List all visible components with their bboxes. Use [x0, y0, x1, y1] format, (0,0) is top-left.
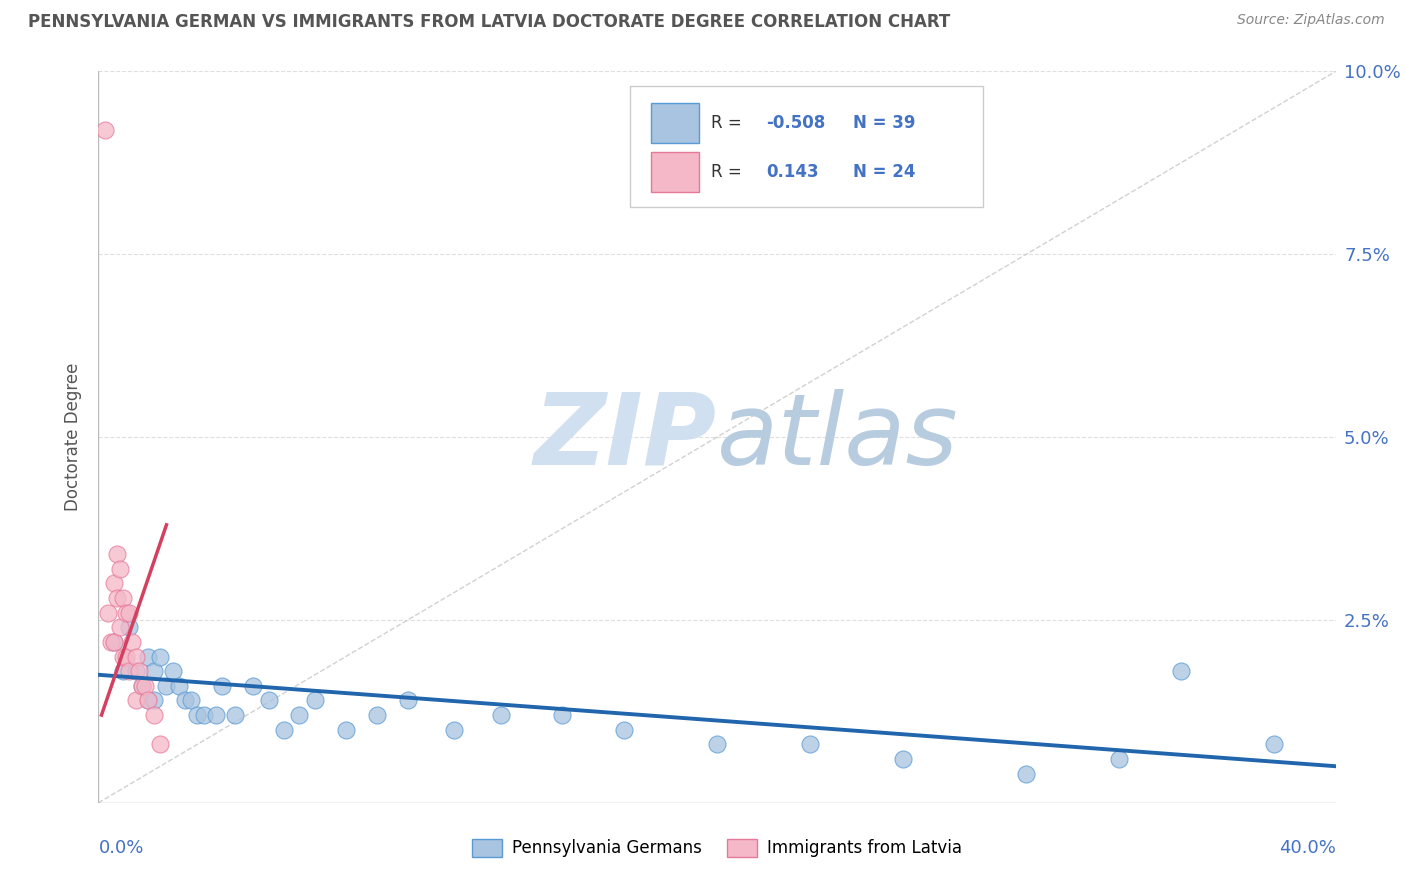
Point	[304, 693, 326, 707]
Point	[149, 649, 172, 664]
Point	[103, 635, 125, 649]
Point	[115, 606, 138, 620]
Point	[103, 576, 125, 591]
Point	[186, 708, 208, 723]
Point	[124, 693, 146, 707]
Point	[1108, 752, 1130, 766]
Point	[115, 649, 138, 664]
Point	[103, 635, 125, 649]
Point	[551, 708, 574, 723]
Point	[108, 620, 131, 634]
FancyBboxPatch shape	[630, 86, 983, 207]
Point	[97, 606, 120, 620]
Point	[443, 723, 465, 737]
Point	[100, 635, 122, 649]
Point	[489, 708, 512, 723]
Point	[396, 693, 419, 707]
Legend: Pennsylvania Germans, Immigrants from Latvia: Pennsylvania Germans, Immigrants from La…	[465, 832, 969, 864]
Point	[143, 708, 166, 723]
Point	[118, 664, 141, 678]
Point	[155, 679, 177, 693]
Text: -0.508: -0.508	[766, 114, 825, 132]
Point	[105, 547, 128, 561]
Point	[891, 752, 914, 766]
Point	[1015, 766, 1038, 780]
Point	[112, 664, 135, 678]
Point	[174, 693, 197, 707]
Point	[108, 562, 131, 576]
Point	[211, 679, 233, 693]
Point	[124, 664, 146, 678]
Text: 40.0%: 40.0%	[1279, 839, 1336, 857]
Text: Source: ZipAtlas.com: Source: ZipAtlas.com	[1237, 13, 1385, 28]
Text: PENNSYLVANIA GERMAN VS IMMIGRANTS FROM LATVIA DOCTORATE DEGREE CORRELATION CHART: PENNSYLVANIA GERMAN VS IMMIGRANTS FROM L…	[28, 13, 950, 31]
Point	[136, 649, 159, 664]
Point	[105, 591, 128, 605]
Point	[162, 664, 184, 678]
Point	[288, 708, 311, 723]
Point	[149, 737, 172, 751]
Point	[167, 679, 190, 693]
Point	[93, 123, 115, 137]
FancyBboxPatch shape	[651, 103, 699, 143]
Point	[136, 693, 159, 707]
Point	[121, 635, 143, 649]
Point	[273, 723, 295, 737]
Point	[205, 708, 228, 723]
Point	[1263, 737, 1285, 751]
Point	[128, 664, 150, 678]
Point	[799, 737, 821, 751]
Text: N = 39: N = 39	[853, 114, 915, 132]
Point	[193, 708, 215, 723]
Point	[257, 693, 280, 707]
Point	[124, 649, 146, 664]
Point	[1170, 664, 1192, 678]
Point	[335, 723, 357, 737]
Text: R =: R =	[711, 163, 747, 181]
Point	[613, 723, 636, 737]
Point	[366, 708, 388, 723]
Y-axis label: Doctorate Degree: Doctorate Degree	[65, 363, 83, 511]
Point	[134, 679, 156, 693]
Text: 0.0%: 0.0%	[98, 839, 143, 857]
Text: 0.143: 0.143	[766, 163, 820, 181]
Point	[118, 620, 141, 634]
Text: N = 24: N = 24	[853, 163, 915, 181]
Point	[143, 664, 166, 678]
Point	[131, 679, 153, 693]
Point	[131, 679, 153, 693]
Text: R =: R =	[711, 114, 747, 132]
Point	[112, 649, 135, 664]
Point	[136, 693, 159, 707]
Point	[242, 679, 264, 693]
FancyBboxPatch shape	[651, 152, 699, 192]
Point	[143, 693, 166, 707]
Point	[180, 693, 202, 707]
Point	[224, 708, 246, 723]
Text: ZIP: ZIP	[534, 389, 717, 485]
Point	[118, 606, 141, 620]
Point	[706, 737, 728, 751]
Text: atlas: atlas	[717, 389, 959, 485]
Point	[112, 591, 135, 605]
